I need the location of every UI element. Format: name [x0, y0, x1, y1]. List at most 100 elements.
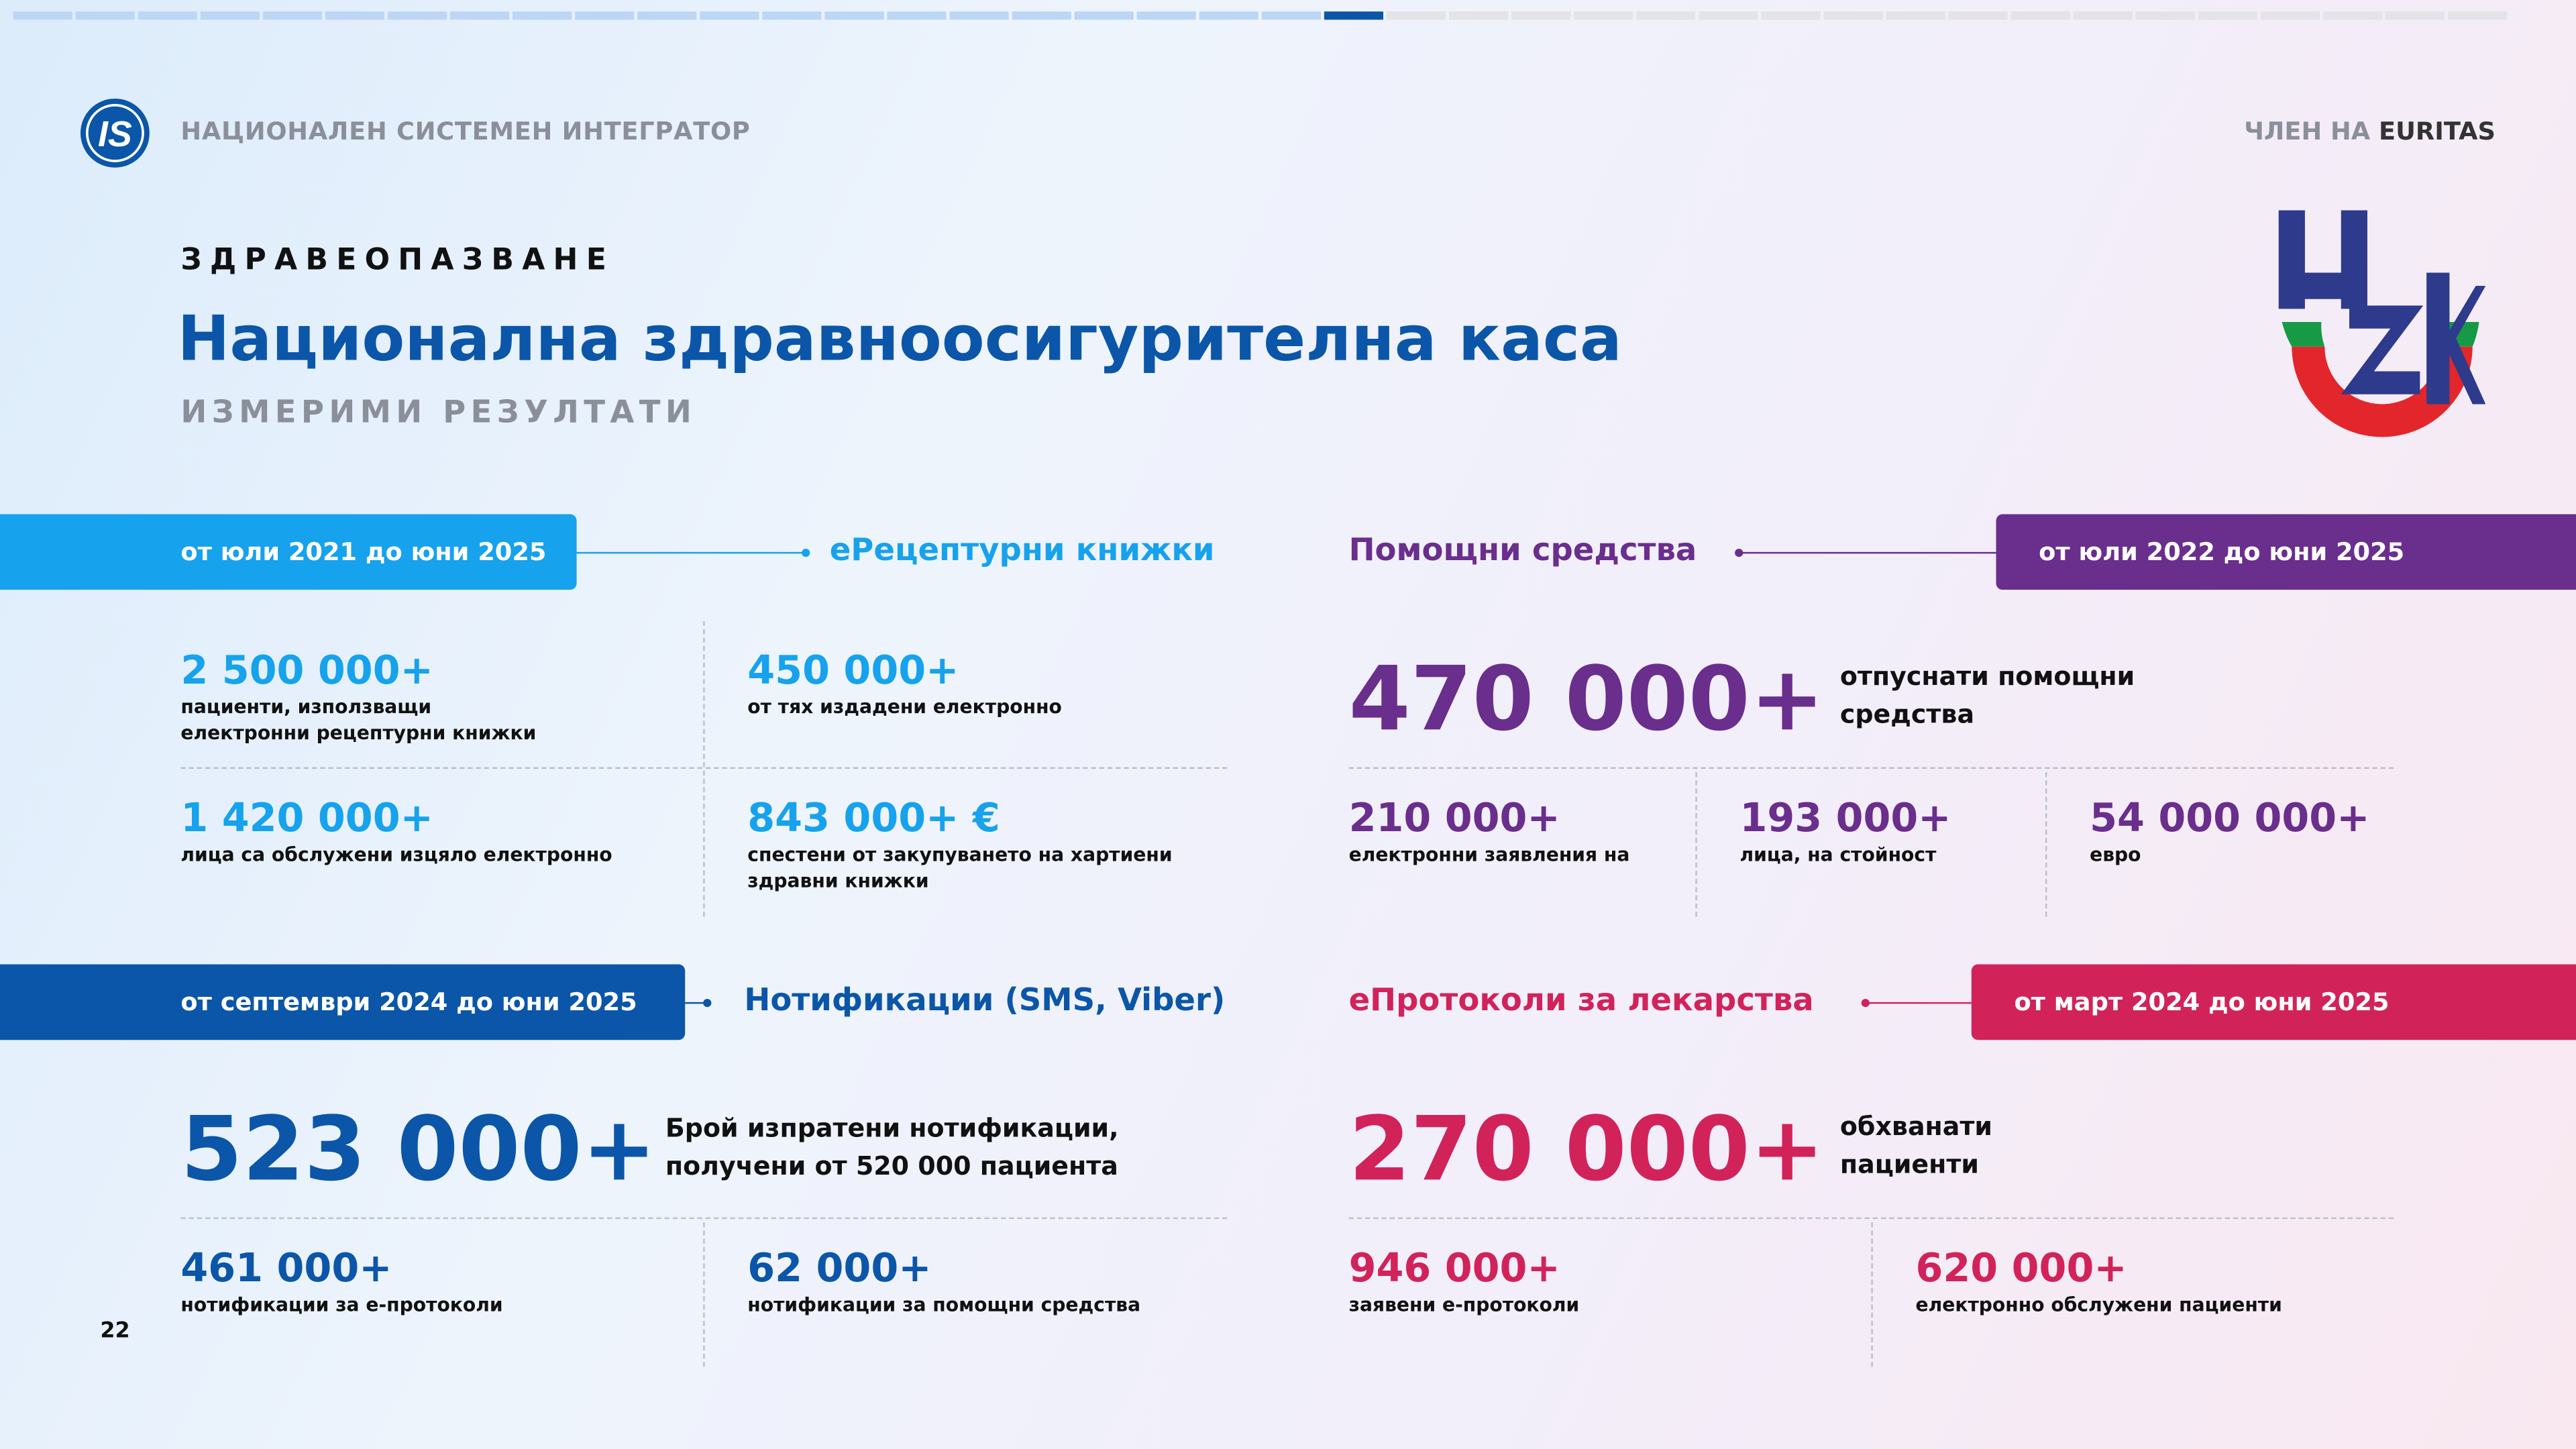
title: Национална здравноосигурителна каса	[177, 302, 1622, 375]
stat-label: от тях издадени електронно	[747, 694, 1062, 718]
divider	[2045, 772, 2047, 917]
progress-segment	[1886, 11, 1945, 20]
main-label: отпуснати помощни средства	[1839, 661, 2135, 730]
progress-segment	[513, 11, 572, 20]
progress-segment	[2322, 11, 2383, 20]
progress-segment	[1261, 11, 1321, 20]
stat-label: спестени от закупуването на хартиени здр…	[747, 843, 1173, 892]
main-label: Брой изпратени нотификации, получени от …	[665, 1114, 1119, 1181]
stat-label: заявени е-протоколи	[1348, 1293, 1580, 1316]
progress-segment	[824, 11, 884, 20]
progress-segment	[2385, 11, 2445, 20]
progress-segment	[1199, 11, 1258, 20]
stat-value: 620 000+	[1915, 1245, 2127, 1291]
stat-label: пациенти, използващи електронни рецептур…	[180, 694, 537, 745]
main-value: 523 000+	[180, 1097, 657, 1201]
stat-value: 54 000 000+	[2090, 795, 2370, 841]
progress-segment	[2198, 11, 2257, 20]
heading: Помощни средства	[1348, 532, 1697, 569]
main-label: обхванати пациенти	[1839, 1112, 1993, 1180]
main-value: 470 000+	[1348, 647, 1825, 751]
stat-value: 843 000+ €	[747, 795, 1000, 841]
progress-segment	[1574, 11, 1633, 20]
period-bar	[1971, 964, 2576, 1040]
connector-dot	[703, 998, 712, 1008]
progress-segment	[1324, 11, 1384, 20]
stat-value: 62 000+	[747, 1245, 932, 1291]
stat-label: евро	[2090, 843, 2141, 866]
progress-segment	[1823, 11, 1883, 20]
stat-value: 461 000+	[180, 1245, 392, 1291]
progress-segment	[2447, 11, 2508, 20]
connector	[685, 1002, 707, 1004]
connector-dot	[1735, 548, 1743, 557]
connector-dot	[1861, 998, 1870, 1008]
progress-segment	[2260, 11, 2320, 20]
stat-label: електронно обслужени пациенти	[1915, 1293, 2282, 1316]
progress-segment	[2135, 11, 2195, 20]
period: от юли 2021 до юни 2025	[180, 537, 547, 567]
divider	[1871, 1222, 1873, 1367]
progress-segment	[2010, 11, 2070, 20]
heading: еПротоколи за лекарства	[1348, 982, 1814, 1019]
progress-segment	[1948, 11, 2008, 20]
main-value: 270 000+	[1348, 1097, 1825, 1201]
progress-segment	[1699, 11, 1758, 20]
progress-segment	[762, 11, 822, 20]
progress-segment	[1449, 11, 1509, 20]
progress-segment	[1761, 11, 1821, 20]
period-bar	[1996, 514, 2576, 590]
progress-segment	[1012, 11, 1071, 20]
section: ЗДРАВЕОПАЗВАНЕ	[180, 243, 615, 278]
org-name: НАЦИОНАЛЕН СИСТЕМЕН ИНТЕГРАТОР	[180, 116, 751, 146]
progress-segment	[325, 11, 385, 20]
stat-value: 1 420 000+	[180, 795, 433, 841]
progress-segment	[949, 11, 1009, 20]
member-prefix: ЧЛЕН НА	[2244, 116, 2371, 146]
progress-segment	[13, 11, 72, 20]
divider	[703, 621, 705, 917]
progress-segment	[887, 11, 947, 20]
connector	[1738, 551, 1996, 554]
progress-segment	[1386, 11, 1446, 20]
period-bar	[0, 514, 577, 590]
period: от март 2024 до юни 2025	[2014, 987, 2390, 1017]
progress-segment	[200, 11, 260, 20]
connector	[1864, 1002, 1972, 1004]
period-bar	[0, 964, 686, 1040]
member-name: EURITAS	[2379, 116, 2496, 146]
progress-segment	[1636, 11, 1696, 20]
nzok-logo	[2278, 210, 2486, 437]
member: ЧЛЕН НА EURITAS	[2244, 117, 2496, 146]
subtitle: ИЗМЕРИМИ РЕЗУЛТАТИ	[180, 394, 697, 431]
divider	[1348, 1217, 2394, 1220]
divider	[180, 1217, 1228, 1220]
progress-segment	[1511, 11, 1571, 20]
stat-label: електронни заявления на	[1348, 843, 1630, 866]
stat-label: лица са обслужени изцяло електронно	[180, 843, 612, 866]
progress-segment	[138, 11, 197, 20]
divider	[1695, 772, 1697, 917]
connector-dot	[802, 548, 810, 557]
progress-segment	[450, 11, 510, 20]
progress-segment	[75, 11, 135, 20]
connector	[576, 551, 805, 554]
progress-segment	[262, 11, 322, 20]
divider	[703, 1222, 705, 1367]
progress-segment	[1136, 11, 1196, 20]
stat-value: 450 000+	[747, 647, 959, 694]
progress-segment	[637, 11, 697, 20]
stat-label: нотификации за е-протоколи	[180, 1293, 503, 1316]
logo-text: IS	[98, 114, 132, 154]
period: от юли 2022 до юни 2025	[2039, 537, 2405, 567]
stat-value: 946 000+	[1348, 1245, 1560, 1291]
stat-label: лица, на стойност	[1739, 843, 1937, 866]
stat-value: 2 500 000+	[180, 647, 433, 694]
stat-label: нотификации за помощни средства	[747, 1293, 1141, 1316]
stat-value: 210 000+	[1348, 795, 1560, 841]
page-number: 22	[100, 1319, 130, 1344]
progress-segment	[1074, 11, 1134, 20]
progress-segment	[387, 11, 447, 20]
progress-segment	[575, 11, 635, 20]
heading: еРецептурни книжки	[829, 532, 1215, 569]
